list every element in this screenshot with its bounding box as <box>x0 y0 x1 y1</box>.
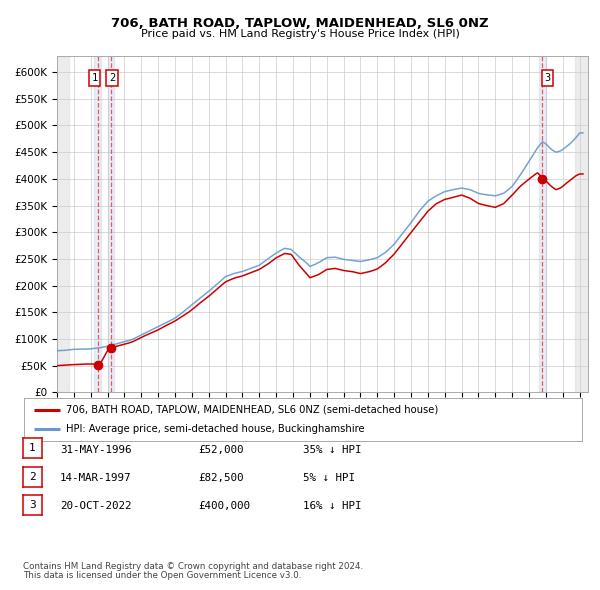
Text: £82,500: £82,500 <box>198 473 244 483</box>
Text: 706, BATH ROAD, TAPLOW, MAIDENHEAD, SL6 0NZ (semi-detached house): 706, BATH ROAD, TAPLOW, MAIDENHEAD, SL6 … <box>66 405 438 415</box>
Text: 16% ↓ HPI: 16% ↓ HPI <box>303 502 361 511</box>
Text: 2: 2 <box>109 73 115 83</box>
Text: 1: 1 <box>29 444 36 453</box>
Text: Price paid vs. HM Land Registry's House Price Index (HPI): Price paid vs. HM Land Registry's House … <box>140 30 460 39</box>
Text: 14-MAR-1997: 14-MAR-1997 <box>60 473 131 483</box>
Text: 31-MAY-1996: 31-MAY-1996 <box>60 445 131 454</box>
Text: 706, BATH ROAD, TAPLOW, MAIDENHEAD, SL6 0NZ: 706, BATH ROAD, TAPLOW, MAIDENHEAD, SL6 … <box>111 17 489 30</box>
Text: 35% ↓ HPI: 35% ↓ HPI <box>303 445 361 454</box>
Text: This data is licensed under the Open Government Licence v3.0.: This data is licensed under the Open Gov… <box>23 571 301 581</box>
Bar <box>57 56 69 392</box>
Bar <box>575 56 588 392</box>
Text: 20-OCT-2022: 20-OCT-2022 <box>60 502 131 511</box>
Text: 5% ↓ HPI: 5% ↓ HPI <box>303 473 355 483</box>
Text: 3: 3 <box>29 500 36 510</box>
Text: £400,000: £400,000 <box>198 502 250 511</box>
Text: HPI: Average price, semi-detached house, Buckinghamshire: HPI: Average price, semi-detached house,… <box>66 424 364 434</box>
Bar <box>107 56 115 392</box>
Bar <box>539 56 546 392</box>
Text: £52,000: £52,000 <box>198 445 244 454</box>
Text: 3: 3 <box>544 73 551 83</box>
Text: Contains HM Land Registry data © Crown copyright and database right 2024.: Contains HM Land Registry data © Crown c… <box>23 562 363 571</box>
Text: 2: 2 <box>29 472 36 481</box>
Bar <box>94 56 101 392</box>
Text: 1: 1 <box>92 73 98 83</box>
